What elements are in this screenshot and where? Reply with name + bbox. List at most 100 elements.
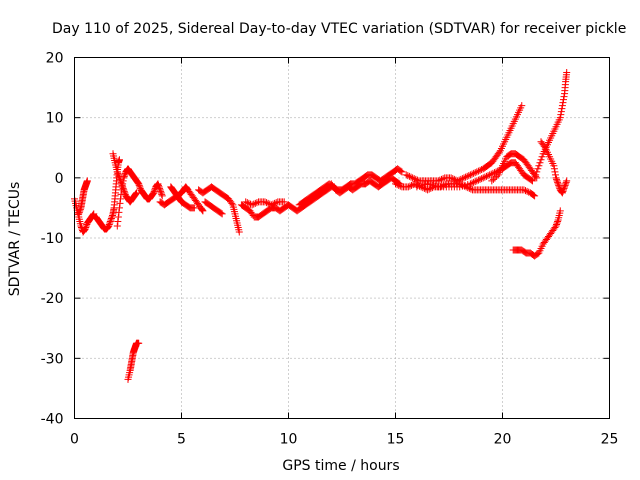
data-point <box>121 189 129 197</box>
y-tick-label: -10 <box>41 231 64 247</box>
data-point <box>135 181 143 189</box>
data-point <box>114 169 122 177</box>
data-point <box>132 190 140 198</box>
data-point <box>107 214 115 222</box>
data-point <box>242 198 250 206</box>
data-points <box>71 69 571 383</box>
data-point <box>89 211 97 219</box>
y-tick-label: 0 <box>55 171 64 187</box>
y-tick-label: 20 <box>46 51 64 67</box>
data-point <box>556 114 564 122</box>
data-point <box>563 177 571 185</box>
data-point <box>540 142 548 150</box>
data-point <box>562 178 570 186</box>
series-track-h <box>167 183 198 212</box>
x-tick-label: 25 <box>601 432 619 448</box>
data-point <box>199 207 207 215</box>
data-point <box>75 210 83 218</box>
data-point <box>218 210 226 218</box>
data-point <box>117 195 125 203</box>
data-point <box>450 175 458 183</box>
data-point <box>118 186 126 194</box>
data-point <box>554 180 562 188</box>
data-point <box>465 184 473 192</box>
data-point <box>553 175 561 183</box>
data-point <box>554 178 562 186</box>
data-point <box>468 179 476 187</box>
y-tick-label: -30 <box>41 351 64 367</box>
data-point <box>412 175 420 183</box>
y-tick-label: -40 <box>41 412 64 428</box>
data-point <box>551 223 559 231</box>
data-point <box>82 222 90 230</box>
data-point <box>119 180 127 188</box>
data-point <box>114 217 122 225</box>
data-point <box>119 184 127 192</box>
data-point <box>228 199 236 207</box>
data-point <box>155 183 163 191</box>
data-point <box>534 165 542 173</box>
data-point <box>75 208 83 216</box>
series-track-s <box>509 207 564 260</box>
data-point <box>438 175 446 183</box>
data-point <box>553 220 561 228</box>
data-point <box>466 180 474 188</box>
data-point <box>488 177 496 185</box>
data-point <box>561 181 569 189</box>
data-point <box>458 175 466 183</box>
data-point <box>118 183 126 191</box>
data-point <box>557 108 565 116</box>
data-point <box>105 222 113 230</box>
data-point <box>113 168 121 176</box>
data-point <box>413 176 421 184</box>
series-track-t <box>531 69 571 182</box>
data-point <box>410 175 418 183</box>
data-point <box>398 168 406 176</box>
data-point <box>559 186 567 194</box>
data-point <box>454 177 462 185</box>
x-tick-labels: 0 5 10 15 20 25 <box>70 432 618 448</box>
data-point <box>473 168 481 176</box>
data-point <box>531 174 539 182</box>
data-point <box>264 199 272 207</box>
data-point <box>253 199 261 207</box>
data-point <box>83 177 91 185</box>
data-point <box>552 174 560 182</box>
data-point <box>487 170 495 178</box>
y-tick-label: -20 <box>41 291 64 307</box>
data-point <box>495 148 503 156</box>
data-point <box>460 174 468 182</box>
data-point <box>533 168 541 176</box>
series-track-q <box>413 159 536 191</box>
data-point <box>116 199 124 207</box>
x-tick-label: 15 <box>387 432 405 448</box>
data-point <box>272 199 280 207</box>
data-point <box>556 207 564 215</box>
data-point <box>455 176 463 184</box>
data-point <box>402 171 410 179</box>
data-point <box>474 176 482 184</box>
series-track-f <box>124 339 143 383</box>
data-point <box>482 172 490 180</box>
data-point <box>551 168 559 176</box>
data-point <box>116 175 124 183</box>
data-point <box>532 171 540 179</box>
data-point <box>134 178 142 186</box>
data-point <box>280 198 288 206</box>
data-point <box>559 99 567 107</box>
data-point <box>198 205 206 213</box>
data-point <box>267 201 275 209</box>
y-tick-labels: -40 -30 -20 -10 0 10 20 <box>41 51 64 428</box>
data-point <box>409 174 417 182</box>
data-point <box>121 171 129 179</box>
data-point <box>105 220 113 228</box>
data-point <box>434 177 442 185</box>
data-point <box>115 208 123 216</box>
x-tick-label: 0 <box>70 432 79 448</box>
data-point <box>537 156 545 164</box>
data-point <box>114 171 122 179</box>
data-point <box>436 176 444 184</box>
series-track-b <box>75 177 91 218</box>
series-track-i <box>195 183 243 236</box>
